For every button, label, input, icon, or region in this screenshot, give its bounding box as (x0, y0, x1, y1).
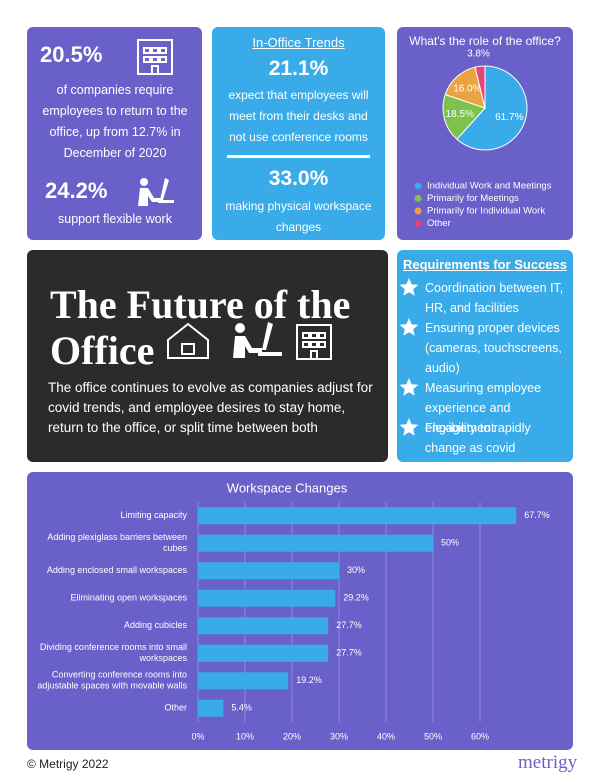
value-label: 30% (347, 565, 365, 575)
pie-slice (474, 65, 486, 109)
category-label: Limiting capacity (120, 510, 187, 520)
value-label: 27.7% (336, 620, 362, 630)
pie-label: 16.0% (453, 83, 481, 94)
bar (198, 507, 517, 525)
stat-value: 21.1% (268, 57, 329, 80)
value-label: 19.2% (296, 675, 322, 685)
stat-text: expect that employees will meet from the… (228, 88, 369, 144)
stat-text: support flexible work (58, 212, 172, 226)
panel-title: Requirements for Success (402, 257, 567, 272)
person-icons (138, 178, 282, 358)
copyright: © Metrigy 2022 (27, 757, 109, 771)
stars (399, 278, 419, 436)
x-tick-label: 60% (471, 731, 489, 741)
hero-title: The Future of the Office (50, 282, 351, 373)
legend-label: Other (427, 218, 451, 229)
value-label: 67.7% (524, 510, 550, 520)
x-tick-label: 50% (424, 731, 442, 741)
x-tick-label: 10% (236, 731, 254, 741)
stat-text: of companies require employees to return… (42, 83, 188, 160)
legend-swatch (414, 207, 422, 215)
category-label: Other (164, 703, 187, 713)
category-label: Adding enclosed small workspaces (47, 565, 188, 575)
bar (198, 617, 329, 635)
requirement: Coordination between IT, HR, and facilit… (425, 281, 564, 315)
chart-title: What's the role of the office? (409, 34, 561, 48)
requirements-panel (397, 250, 573, 462)
x-tick-label: 40% (377, 731, 395, 741)
bar (198, 562, 339, 580)
brand: metrigy (518, 752, 578, 773)
value-label: 29.2% (343, 593, 369, 603)
bar (198, 672, 289, 690)
legend-label: Primarily for Meetings (427, 193, 519, 204)
pie-slice (456, 65, 528, 151)
requirement: Flexibility to rapidly change as covid c… (425, 421, 531, 475)
value-label: 5.4% (231, 703, 252, 713)
bar (198, 534, 433, 552)
stat-value: 24.2% (45, 178, 108, 203)
category-label: Adding plexiglass barriers between cubes (47, 532, 187, 553)
chart-title: Workspace Changes (227, 480, 348, 495)
bar (198, 699, 224, 717)
legend-swatch (414, 182, 422, 190)
requirement: Ensuring proper devices (cameras, touchs… (425, 321, 562, 375)
x-tick-label: 20% (283, 731, 301, 741)
legend-label: Primarily for Individual Work (427, 206, 545, 217)
hero-text: The office continues to evolve as compan… (48, 380, 373, 435)
x-tick-label: 0% (191, 731, 204, 741)
legend-swatch (414, 220, 422, 227)
icons (137, 39, 508, 770)
category-label: Adding cubicles (124, 620, 188, 630)
pie-slice (442, 93, 486, 140)
value-label: 27.7% (336, 648, 362, 658)
trends-panel (212, 27, 385, 240)
legend-swatch (414, 195, 422, 202)
pie-label: 61.7% (495, 112, 523, 123)
stat-text: making physical workspace changes (225, 199, 372, 234)
pie-label: 3.8% (467, 48, 490, 59)
category-label: Dividing conference rooms into small work… (40, 642, 188, 663)
category-label: Eliminating open workspaces (70, 593, 187, 603)
x-tick-label: 30% (330, 731, 348, 741)
bar (198, 644, 329, 662)
panel-title: In-Office Trends (252, 35, 345, 50)
bar (198, 589, 336, 607)
legend-label: Individual Work and Meetings (427, 181, 552, 192)
requirement: Measuring employee experience and engage… (425, 381, 542, 435)
value-label: 50% (441, 538, 459, 548)
category-label: Converting conference rooms into adjustab… (37, 670, 187, 691)
stat-value: 20.5% (40, 42, 103, 67)
pie-label: 18.5% (446, 109, 474, 120)
stat-value: 33.0% (268, 167, 329, 190)
divider (227, 155, 370, 158)
